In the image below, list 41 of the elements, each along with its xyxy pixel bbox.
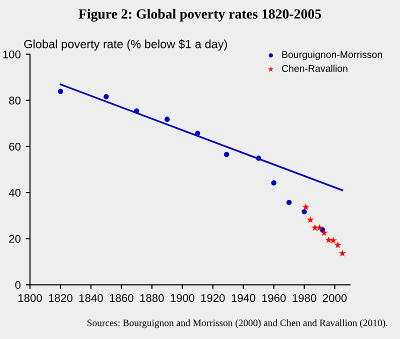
y-tick-label: 80 (9, 96, 21, 104)
point (104, 94, 109, 100)
point (338, 250, 346, 256)
y-axis-title: Global poverty rate (% below $1 a day) (24, 39, 227, 51)
point (58, 88, 64, 94)
point (224, 152, 230, 158)
source-note: Sources: Bourguignon and Morrisson (2000) and Chen and Ravallion (2010). (87, 319, 388, 328)
x-tick-label: 1940 (232, 294, 256, 302)
legend-label: Bourguignon-Morrisson (282, 50, 382, 60)
y-tick-label: 60 (9, 142, 21, 151)
x-tick-label: 1980 (292, 294, 316, 302)
point (320, 229, 328, 236)
legend-label: Chen-Ravallion (282, 64, 348, 72)
x-tick-label: 2000 (322, 294, 347, 302)
point (325, 236, 332, 244)
point (164, 116, 170, 122)
point (286, 200, 292, 206)
y-tick-label: 20 (9, 234, 21, 243)
y-tick-label: 100 (3, 50, 21, 58)
point (311, 224, 319, 231)
x-tick-label: 1900 (170, 294, 194, 302)
x-tick-label: 1840 (79, 294, 103, 302)
x-tick-label: 1860 (110, 294, 134, 302)
y-tick-label: 0 (15, 281, 21, 289)
point (306, 216, 314, 224)
point (302, 209, 307, 214)
point (256, 156, 262, 161)
y-tick-label: 40 (8, 188, 21, 197)
point (271, 180, 276, 186)
chart-title: Figure 2: Global poverty rates 1820-2005 (78, 8, 322, 22)
point (316, 224, 324, 231)
point (330, 236, 337, 244)
x-tick-label: 1880 (140, 294, 164, 302)
x-tick-label: 1960 (262, 294, 286, 302)
point (195, 130, 200, 136)
point (334, 241, 342, 248)
x-tick-label: 1800 (18, 294, 42, 302)
x-tick-label: 1820 (48, 294, 72, 302)
point (134, 108, 140, 114)
point (302, 203, 310, 210)
x-tick-label: 1920 (201, 294, 225, 302)
